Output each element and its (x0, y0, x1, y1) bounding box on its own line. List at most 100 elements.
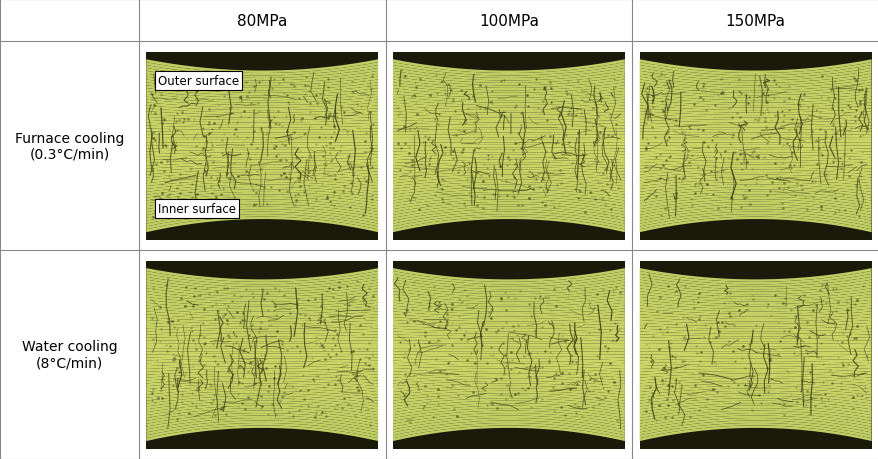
Polygon shape (392, 86, 624, 96)
Polygon shape (392, 202, 624, 215)
Polygon shape (146, 138, 378, 140)
Polygon shape (146, 101, 378, 108)
Polygon shape (392, 78, 624, 89)
Polygon shape (146, 343, 378, 347)
Polygon shape (146, 309, 378, 317)
Polygon shape (392, 393, 624, 404)
Polygon shape (146, 217, 378, 233)
Polygon shape (146, 126, 378, 131)
Polygon shape (146, 274, 378, 287)
Polygon shape (392, 396, 624, 407)
Polygon shape (639, 215, 871, 230)
Polygon shape (392, 371, 624, 378)
Polygon shape (392, 274, 624, 287)
Polygon shape (639, 160, 871, 167)
Polygon shape (639, 277, 871, 290)
Polygon shape (392, 210, 624, 224)
Polygon shape (146, 135, 378, 138)
Polygon shape (639, 396, 871, 407)
Polygon shape (146, 376, 378, 384)
Polygon shape (392, 335, 624, 339)
Polygon shape (146, 423, 378, 438)
Polygon shape (639, 83, 871, 94)
Polygon shape (392, 323, 624, 329)
Polygon shape (392, 386, 624, 395)
Polygon shape (392, 138, 624, 140)
Polygon shape (146, 158, 378, 164)
Polygon shape (639, 386, 871, 395)
Polygon shape (639, 95, 871, 103)
Polygon shape (639, 280, 871, 292)
Polygon shape (392, 97, 624, 106)
Polygon shape (392, 109, 624, 116)
Polygon shape (146, 297, 378, 307)
Polygon shape (146, 277, 378, 290)
Polygon shape (146, 190, 378, 201)
Polygon shape (146, 420, 378, 435)
Polygon shape (392, 408, 624, 421)
Polygon shape (146, 335, 378, 339)
Polygon shape (639, 183, 871, 192)
Polygon shape (639, 151, 871, 155)
Polygon shape (146, 207, 378, 221)
Polygon shape (639, 320, 871, 327)
Polygon shape (146, 192, 378, 204)
Polygon shape (392, 175, 624, 184)
Polygon shape (392, 190, 624, 201)
Polygon shape (392, 165, 624, 172)
Polygon shape (392, 187, 624, 198)
Polygon shape (392, 69, 624, 81)
Polygon shape (639, 416, 871, 430)
Polygon shape (392, 291, 624, 302)
Polygon shape (392, 314, 624, 322)
Polygon shape (146, 300, 378, 309)
Polygon shape (639, 207, 871, 221)
Polygon shape (146, 123, 378, 128)
Polygon shape (392, 92, 624, 101)
Polygon shape (639, 89, 871, 99)
Polygon shape (639, 349, 871, 352)
Polygon shape (639, 80, 871, 91)
Polygon shape (392, 103, 624, 111)
Polygon shape (392, 359, 624, 364)
Polygon shape (392, 379, 624, 386)
Polygon shape (146, 393, 378, 404)
Polygon shape (146, 202, 378, 215)
Polygon shape (639, 123, 871, 128)
Polygon shape (639, 312, 871, 319)
Polygon shape (392, 294, 624, 304)
Polygon shape (392, 80, 624, 91)
Polygon shape (146, 97, 378, 106)
Polygon shape (639, 92, 871, 101)
Polygon shape (639, 112, 871, 118)
Polygon shape (639, 192, 871, 204)
Polygon shape (146, 109, 378, 116)
Polygon shape (392, 72, 624, 84)
Polygon shape (639, 384, 871, 392)
Polygon shape (146, 146, 378, 149)
Polygon shape (392, 118, 624, 123)
Polygon shape (392, 269, 624, 282)
Polygon shape (639, 420, 871, 435)
Polygon shape (639, 364, 871, 369)
Polygon shape (146, 89, 378, 99)
Polygon shape (392, 212, 624, 227)
Polygon shape (392, 140, 624, 144)
Polygon shape (146, 195, 378, 207)
Polygon shape (392, 197, 624, 210)
Polygon shape (392, 143, 624, 146)
Polygon shape (639, 391, 871, 401)
Polygon shape (639, 129, 871, 133)
Polygon shape (639, 294, 871, 304)
Polygon shape (146, 200, 378, 213)
Polygon shape (392, 95, 624, 103)
Polygon shape (146, 386, 378, 395)
Polygon shape (639, 86, 871, 96)
Bar (639, 53, 871, 240)
Polygon shape (392, 207, 624, 221)
Polygon shape (392, 151, 624, 155)
Polygon shape (639, 361, 871, 366)
Polygon shape (392, 312, 624, 319)
Polygon shape (392, 283, 624, 295)
Polygon shape (392, 112, 624, 118)
